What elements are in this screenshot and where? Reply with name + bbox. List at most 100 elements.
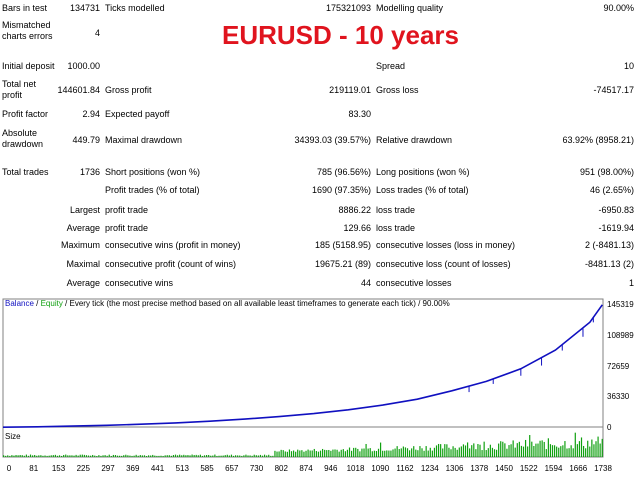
size-bar xyxy=(597,436,599,457)
size-bar xyxy=(479,444,481,457)
size-bar xyxy=(315,451,317,457)
size-bar xyxy=(197,455,199,457)
x-tick-label: 1162 xyxy=(396,464,414,473)
size-bar xyxy=(249,455,251,457)
total-trades-label: Total trades xyxy=(2,167,49,177)
size-bar xyxy=(601,438,603,457)
x-tick-label: 369 xyxy=(126,464,140,473)
size-bar xyxy=(504,443,506,457)
x-tick-label: 730 xyxy=(249,464,264,473)
size-bar xyxy=(87,455,90,457)
x-tick-label: 1090 xyxy=(371,464,390,473)
size-bar xyxy=(489,444,491,457)
size-bar xyxy=(535,443,537,457)
size-bar xyxy=(63,454,65,457)
relative-drawdown-value: 63.92% (8958.21) xyxy=(562,135,634,145)
size-bar xyxy=(311,450,313,457)
size-bar xyxy=(48,455,50,457)
size-bar xyxy=(189,455,191,457)
size-bar xyxy=(342,449,344,457)
size-bar xyxy=(253,454,255,457)
size-bar xyxy=(406,448,409,457)
size-bar xyxy=(263,454,266,457)
maximal-cons-profit-label: consecutive profit (count of wins) xyxy=(105,259,237,269)
size-bar xyxy=(286,451,288,457)
profit-trades-value: 1690 (97.35%) xyxy=(311,185,371,195)
largest-loss-value: -6950.83 xyxy=(598,205,634,215)
size-bar xyxy=(417,450,419,457)
profit-trades-label: Profit trades (% of total) xyxy=(105,185,200,195)
size-bar xyxy=(143,455,146,457)
size-bar xyxy=(363,448,365,457)
size-bar xyxy=(301,450,303,457)
size-bar xyxy=(481,450,483,457)
size-bar xyxy=(170,455,172,457)
size-bar xyxy=(469,448,471,457)
relative-drawdown-label: Relative drawdown xyxy=(376,135,453,145)
size-bar xyxy=(440,444,442,457)
size-bar xyxy=(297,449,299,457)
modelling-quality-label: Modelling quality xyxy=(376,3,444,13)
size-bar xyxy=(531,441,533,457)
max-cons-wins-label: consecutive wins (profit in money) xyxy=(105,240,241,250)
size-bar xyxy=(42,455,44,457)
size-bar xyxy=(5,455,7,457)
total-net-profit-value: 144601.84 xyxy=(57,85,100,95)
size-bar xyxy=(390,450,392,457)
size-bar xyxy=(292,450,295,457)
size-bar xyxy=(112,454,114,457)
size-bar xyxy=(568,448,570,457)
size-bar xyxy=(54,454,56,457)
size-bar xyxy=(114,455,117,457)
size-bar xyxy=(328,449,330,457)
size-bar xyxy=(290,451,293,457)
ticks-modelled-value: 175321093 xyxy=(325,3,371,13)
size-bar xyxy=(375,450,378,457)
size-bar xyxy=(319,450,322,457)
size-bar xyxy=(139,455,141,457)
size-bar xyxy=(564,441,566,457)
size-bar xyxy=(110,455,112,457)
size-bar xyxy=(566,448,568,457)
size-bar xyxy=(220,455,222,457)
size-bar xyxy=(199,454,201,457)
size-bar xyxy=(150,455,152,457)
size-bar xyxy=(245,454,247,457)
size-bar xyxy=(261,455,264,457)
size-bar xyxy=(574,432,576,457)
size-bar xyxy=(98,455,100,457)
size-bar xyxy=(92,454,94,457)
size-bar xyxy=(473,443,475,457)
size-bar xyxy=(332,449,334,457)
size-bar xyxy=(11,455,13,457)
absolute-drawdown-value: 449.79 xyxy=(72,135,100,145)
size-bar xyxy=(23,455,25,457)
size-bar xyxy=(205,455,208,457)
size-bar xyxy=(404,447,407,457)
size-bar xyxy=(452,446,454,457)
size-bar xyxy=(549,444,552,457)
average2-label: Average xyxy=(66,278,100,288)
balance-chart xyxy=(2,298,604,458)
size-bar xyxy=(593,444,595,457)
size-bar xyxy=(560,446,562,457)
size-bar xyxy=(27,455,30,457)
x-tick-label: 1594 xyxy=(544,464,563,473)
size-bar xyxy=(69,455,71,457)
size-bar xyxy=(402,446,404,457)
y-tick-label: 36330 xyxy=(607,392,630,402)
size-bar xyxy=(237,455,239,457)
max-cons-wins-value: 185 (5158.95) xyxy=(314,240,371,250)
x-tick-label: 1738 xyxy=(594,464,612,473)
size-bar xyxy=(44,455,46,457)
size-bar xyxy=(58,455,61,457)
long-positions-label: Long positions (won %) xyxy=(376,167,470,177)
size-bar xyxy=(77,455,79,457)
average-loss-label: loss trade xyxy=(376,223,416,233)
size-bar xyxy=(431,450,433,457)
size-bar xyxy=(56,455,59,457)
size-bar xyxy=(458,447,460,457)
size-bar xyxy=(222,455,224,457)
size-bar xyxy=(313,448,315,457)
size-bar xyxy=(444,444,446,457)
